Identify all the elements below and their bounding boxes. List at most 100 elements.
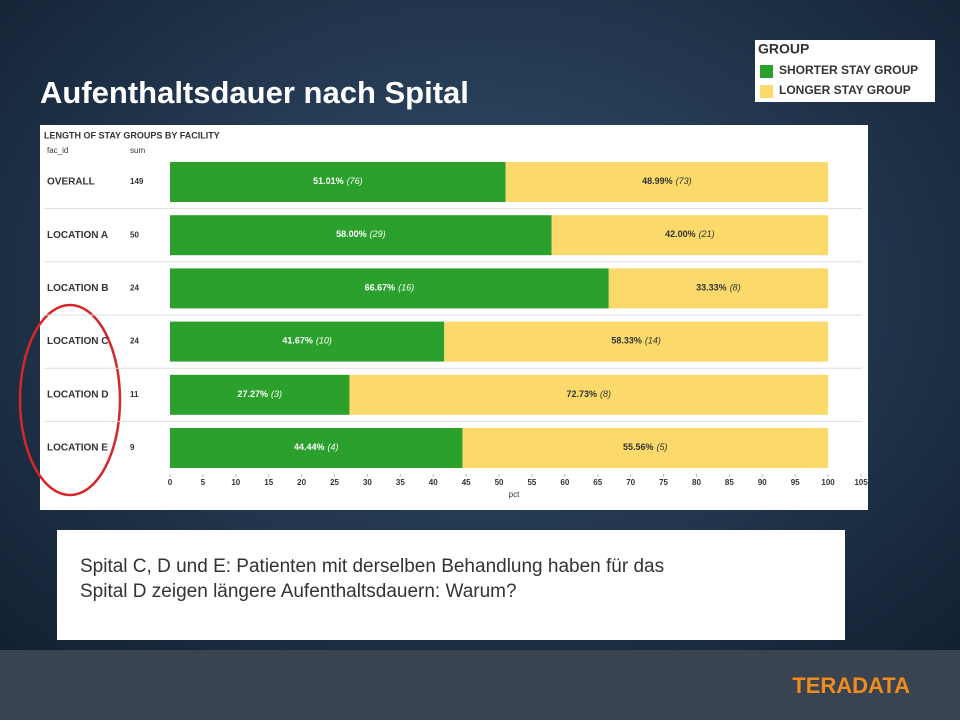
x-tick-label: 55: [527, 478, 536, 487]
legend-swatch: [760, 65, 773, 78]
value-count: (16): [398, 283, 414, 293]
sum-label: 11: [130, 390, 139, 399]
value-count: (10): [316, 336, 332, 346]
value-label: 41.67% (10): [282, 336, 332, 346]
value-count: (3): [271, 389, 282, 399]
category-label: LOCATION B: [47, 283, 108, 294]
x-tick-label: 90: [758, 478, 767, 487]
legend: [755, 40, 935, 102]
value-count: (5): [657, 442, 668, 452]
value-percent: 42.00%: [665, 230, 696, 240]
bar-segment: [349, 374, 829, 415]
value-count: (4): [327, 442, 338, 452]
value-percent: 55.56%: [623, 442, 654, 452]
value-percent: 33.33%: [696, 283, 727, 293]
category-label: LOCATION C: [47, 336, 108, 347]
value-label: 72.73% (8): [567, 389, 612, 399]
value-label: 58.33% (14): [611, 336, 661, 346]
logo: TERADATA: [792, 673, 910, 698]
sum-label: 149: [130, 177, 144, 186]
floor: [0, 650, 960, 720]
value-label: 27.27% (3): [237, 389, 282, 399]
value-count: (73): [676, 176, 692, 186]
value-percent: 66.67%: [365, 283, 396, 293]
x-tick-label: 45: [462, 478, 471, 487]
category-header: fac_id: [47, 146, 68, 155]
highlight-circle: [18, 303, 122, 497]
value-percent: 72.73%: [567, 389, 598, 399]
x-tick-label: 70: [626, 478, 635, 487]
slide-title: Aufenthaltsdauer nach Spital: [40, 75, 469, 110]
x-tick-label: 75: [659, 478, 668, 487]
sum-label: 9: [130, 443, 135, 452]
bar-segment: [170, 162, 506, 202]
bar-segment: [170, 374, 350, 415]
x-tick-label: 100: [821, 478, 835, 487]
value-percent: 27.27%: [237, 389, 268, 399]
value-label: 33.33% (8): [696, 283, 741, 293]
legend-label: SHORTER STAY GROUP: [779, 63, 918, 77]
value-count: (76): [347, 176, 363, 186]
value-percent: 48.99%: [642, 176, 673, 186]
value-percent: 58.00%: [336, 230, 367, 240]
value-label: 44.44% (4): [294, 442, 339, 452]
value-label: 58.00% (29): [336, 230, 386, 240]
x-tick-label: 95: [791, 478, 800, 487]
bar-segment: [551, 215, 829, 256]
value-percent: 51.01%: [313, 176, 344, 186]
x-tick-label: 80: [692, 478, 701, 487]
x-tick-label: 50: [495, 478, 504, 487]
x-tick-label: 85: [725, 478, 734, 487]
value-label: 66.67% (16): [365, 283, 415, 293]
x-tick-label: 25: [330, 478, 339, 487]
legend-swatch: [760, 85, 773, 98]
bar-segment: [444, 321, 829, 362]
bar-segment: [170, 428, 463, 468]
value-label: 51.01% (76): [313, 176, 363, 186]
bar-segment: [170, 268, 609, 309]
x-tick-label: 105: [854, 478, 868, 487]
caption-line: Spital C, D und E: Patienten mit derselb…: [80, 556, 664, 577]
bar-segment: [608, 268, 829, 309]
x-tick-label: 5: [201, 478, 206, 487]
value-percent: 58.33%: [611, 336, 642, 346]
x-tick-label: 30: [363, 478, 372, 487]
chart-title: LENGTH OF STAY GROUPS BY FACILITY: [44, 130, 220, 140]
sum-header: sum: [130, 146, 145, 155]
x-tick-label: 60: [560, 478, 569, 487]
value-count: (8): [600, 389, 611, 399]
sum-label: 50: [130, 230, 139, 239]
x-axis-label: pct: [509, 490, 520, 499]
value-count: (21): [699, 230, 715, 240]
caption-box: [57, 530, 845, 640]
legend-label: LONGER STAY GROUP: [779, 83, 911, 97]
value-label: 55.56% (5): [623, 442, 668, 452]
value-count: (8): [730, 283, 741, 293]
value-label: 48.99% (73): [642, 176, 692, 186]
bar-segment: [170, 321, 445, 362]
bar-segment: [462, 428, 829, 468]
x-tick-label: 40: [429, 478, 438, 487]
bar-segment: [505, 162, 829, 202]
x-tick-label: 65: [593, 478, 602, 487]
value-percent: 44.44%: [294, 442, 325, 452]
caption-line: Spital D zeigen längere Aufenthaltsdauer…: [80, 581, 517, 602]
value-count: (14): [645, 336, 661, 346]
x-tick-label: 0: [168, 478, 173, 487]
sum-label: 24: [130, 337, 139, 346]
value-label: 42.00% (21): [665, 230, 715, 240]
x-tick-label: 35: [396, 478, 405, 487]
category-label: LOCATION E: [47, 443, 108, 454]
category-label: LOCATION A: [47, 230, 108, 241]
bar-segment: [170, 215, 552, 256]
value-count: (29): [370, 230, 386, 240]
x-tick-label: 10: [231, 478, 240, 487]
category-label: LOCATION D: [47, 389, 108, 400]
x-tick-label: 15: [264, 478, 273, 487]
x-tick-label: 20: [297, 478, 306, 487]
category-label: OVERALL: [47, 177, 95, 188]
sum-label: 24: [130, 284, 139, 293]
legend-title: GROUP: [758, 41, 809, 57]
value-percent: 41.67%: [282, 336, 313, 346]
